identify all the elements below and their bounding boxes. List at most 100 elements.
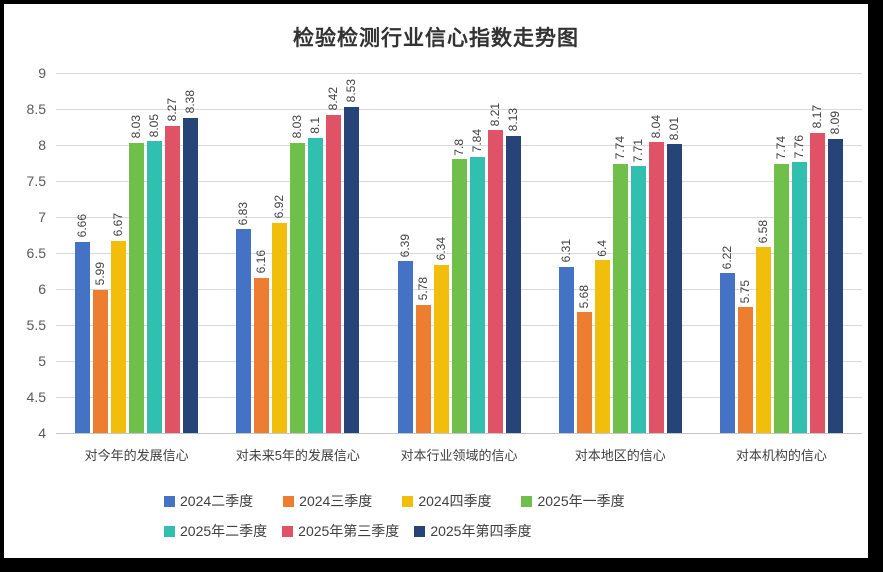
bar-value-label: 8.03 <box>290 115 305 139</box>
bar-column: 8.38 <box>183 73 199 433</box>
bar-column: 5.68 <box>576 73 592 433</box>
bar-value-label: 8.05 <box>147 114 162 138</box>
bar <box>129 142 145 433</box>
legend-item: 2025年第三季度 <box>282 521 399 541</box>
bar <box>344 106 360 433</box>
bar-column: 8.03 <box>129 73 145 433</box>
bar-column: 8.13 <box>505 73 521 433</box>
x-category-label: 对今年的发展信心 <box>84 448 189 463</box>
bar <box>254 277 270 433</box>
bar <box>558 266 574 433</box>
legend-label: 2025年一季度 <box>537 493 625 509</box>
bar-value-label: 6.16 <box>254 250 269 274</box>
bar-value-label: 5.99 <box>93 262 108 286</box>
bar-column: 5.99 <box>93 73 109 433</box>
plot-area: 6.66 5.99 6.67 8.03 8.05 8.27 8.38 6.83 6.16 6.92… <box>56 73 862 434</box>
bar-column: 6.66 <box>75 73 91 433</box>
bar-groups: 6.66 5.99 6.67 8.03 8.05 8.27 8.38 6.83 6.16 6.92… <box>56 73 862 433</box>
chart-canvas: 检验检测行业信心指数走势图 6.66 5.99 6.67 8.03 8.05 8.27 8.… <box>4 4 868 558</box>
bar-column: 8.09 <box>827 73 843 433</box>
legend-row: 2024二季度 2024三季度 2024四季度 2025年一季度 <box>164 488 655 514</box>
legend-label: 2024四季度 <box>418 493 492 509</box>
y-tick-label: 5 <box>38 353 46 369</box>
bar-value-label: 7.84 <box>469 129 484 153</box>
bar-value-label: 6.34 <box>433 237 448 261</box>
bar <box>773 163 789 433</box>
bar-group: 6.66 5.99 6.67 8.03 8.05 8.27 8.38 <box>56 73 217 433</box>
bar-column: 7.84 <box>469 73 485 433</box>
legend-swatch-icon <box>414 525 426 537</box>
legend-row: 2025年二季度 2025年第三季度 2025年第四季度 <box>164 518 655 544</box>
bar-column: 6.16 <box>254 73 270 433</box>
bar-value-label: 6.92 <box>272 195 287 219</box>
y-tick-label: 8 <box>38 137 46 153</box>
y-tick-label: 6 <box>38 281 46 297</box>
bar-column: 6.39 <box>397 73 413 433</box>
bar-column: 5.78 <box>415 73 431 433</box>
bar-column: 7.74 <box>612 73 628 433</box>
legend-item: 2024四季度 <box>402 491 491 511</box>
bar <box>612 163 628 433</box>
y-tick-label: 5.5 <box>26 317 46 333</box>
bar <box>594 260 610 433</box>
y-tick-label: 4 <box>38 425 46 441</box>
legend-item: 2025年一季度 <box>521 491 625 511</box>
legend-swatch-icon <box>164 525 175 537</box>
bar <box>415 304 431 433</box>
bar-column: 7.8 <box>451 73 467 433</box>
bar-group: 6.39 5.78 6.34 7.8 7.84 8.21 8.13 <box>378 73 539 433</box>
bar-value-label: 8.13 <box>505 108 520 132</box>
legend-label: 2025年二季度 <box>180 523 268 539</box>
x-axis-labels: 对今年的发展信心 对未来5年的发展信心 对本行业领域的信心 对本地区的信心 对本机构的信… <box>56 445 862 464</box>
bar <box>469 156 485 433</box>
bar-column: 8.1 <box>308 73 324 433</box>
bar <box>791 162 807 433</box>
bar <box>809 132 825 433</box>
bar <box>576 312 592 433</box>
bar-value-label: 8.03 <box>129 115 144 139</box>
bar <box>397 260 413 433</box>
bar <box>183 117 199 433</box>
bar-group: 6.83 6.16 6.92 8.03 8.1 8.42 8.53 <box>217 73 378 433</box>
bar <box>719 273 735 433</box>
y-tick-label: 7.5 <box>26 173 46 189</box>
bar <box>290 142 306 433</box>
y-tick-label: 9 <box>38 65 46 81</box>
bar-value-label: 8.09 <box>827 111 842 135</box>
bar-column: 8.04 <box>648 73 664 433</box>
gridline <box>56 109 862 110</box>
bar <box>755 247 771 433</box>
bar <box>165 125 181 433</box>
legend-label: 2025年第四季度 <box>430 523 532 539</box>
bar <box>75 241 91 433</box>
bar-group: 6.22 5.75 6.58 7.74 7.76 8.17 8.09 <box>701 73 862 433</box>
bar-value-label: 8.42 <box>326 87 341 111</box>
legend-swatch-icon <box>282 525 294 537</box>
bar-value-label: 8.21 <box>487 102 502 126</box>
bar-value-label: 7.76 <box>791 134 806 159</box>
bar <box>326 114 342 433</box>
legend-swatch-icon <box>164 495 175 507</box>
legend-swatch-icon <box>283 495 295 507</box>
bar-value-label: 6.39 <box>397 233 412 257</box>
legend-item: 2025年二季度 <box>164 521 267 541</box>
bar-column: 8.27 <box>165 73 181 433</box>
legend-swatch-icon <box>521 495 533 507</box>
bar <box>272 222 288 433</box>
chart-title: 检验检测行业信心指数走势图 <box>293 26 579 50</box>
bar-column: 7.74 <box>773 73 789 433</box>
bar-column: 5.75 <box>737 73 753 433</box>
bar-value-label: 6.67 <box>111 213 126 237</box>
legend-item: 2025年第四季度 <box>414 521 531 541</box>
bar <box>93 289 109 433</box>
bar-value-label: 7.71 <box>630 138 645 162</box>
legend: 2024二季度 2024三季度 2024四季度 2025年一季度 2025年二季度 202… <box>164 488 655 548</box>
legend-item: 2024三季度 <box>283 491 372 511</box>
legend-label: 2025年第三季度 <box>298 523 400 539</box>
bar-value-label: 6.66 <box>75 214 90 238</box>
bar <box>737 307 753 433</box>
bar-column: 8.21 <box>487 73 503 433</box>
bar-value-label: 6.31 <box>558 239 573 263</box>
x-category-label: 对未来5年的发展信心 <box>235 448 360 463</box>
